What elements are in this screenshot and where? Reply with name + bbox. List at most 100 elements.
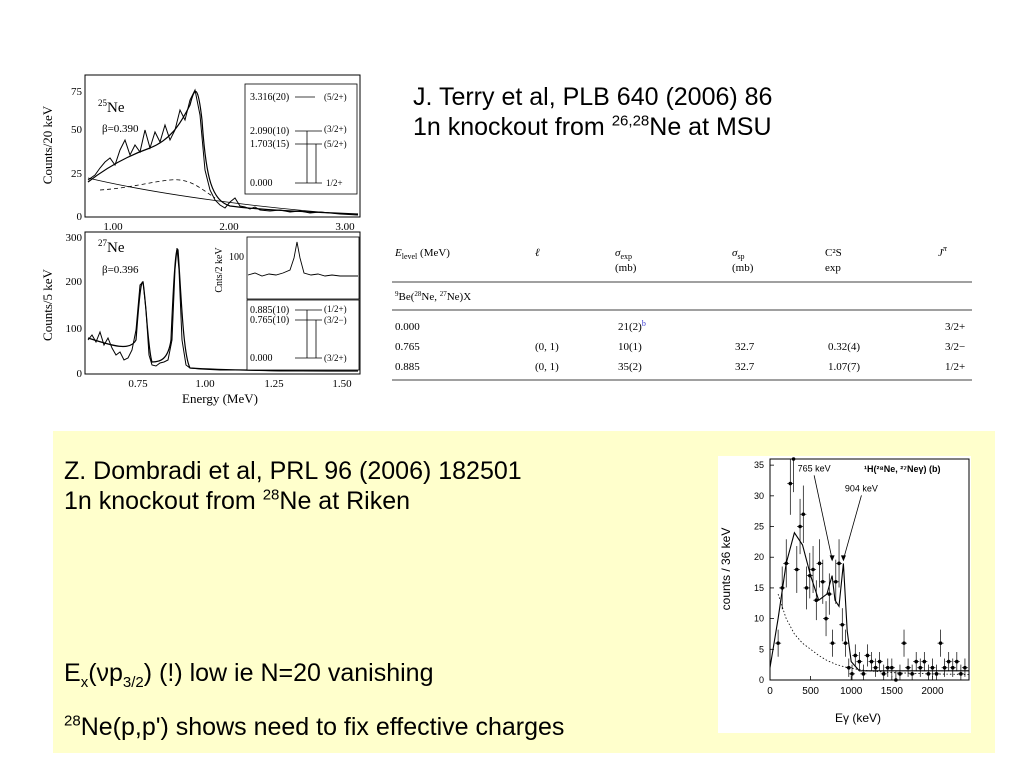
svg-text:(0, 1): (0, 1) (535, 361, 559, 373)
data-point (776, 641, 780, 645)
bottom-ytick: 200 (66, 276, 83, 288)
svg-text:32.7: 32.7 (735, 341, 755, 353)
y-tick-label: 25 (754, 522, 764, 532)
data-point (934, 672, 939, 676)
x-tick-label: 1000 (840, 686, 863, 697)
table-header-elevel: Elevel (MeV) (394, 247, 450, 261)
svg-text:10(1): 10(1) (618, 341, 642, 353)
data-point (853, 653, 858, 658)
svg-text:0.885: 0.885 (395, 361, 420, 373)
top-level-spin: (5/2+) (324, 92, 347, 102)
bottom-ylabel: Counts/5 keV (40, 268, 55, 340)
data-point (950, 665, 955, 670)
top-level-energy: 2.090(10) (250, 126, 289, 137)
bottom-ytick: 100 (66, 323, 83, 335)
table-header-c2s-unit: exp (825, 262, 841, 274)
table-header-ssp-unit: (mb) (732, 262, 754, 274)
data-point (820, 579, 825, 584)
bottom-level-spin: (1/2+) (324, 304, 347, 314)
bottom-ytick: 300 (66, 232, 83, 244)
bottom-spectrum-histogram (87, 247, 358, 372)
top-ytick: 0 (77, 211, 83, 223)
svg-text:3/2−: 3/2− (945, 341, 965, 353)
top-level-spin: (5/2+) (324, 139, 347, 149)
data-point (963, 665, 967, 670)
data-point (846, 665, 851, 670)
data-point (788, 481, 793, 486)
data-point (877, 659, 882, 664)
dombradi-note-charges: 28Ne(p,p') shows need to fix effective c… (64, 712, 565, 741)
top-ytick: 50 (71, 124, 83, 136)
data-point (857, 659, 862, 664)
chart-xlabel: Eγ (keV) (835, 711, 881, 725)
y-tick-label: 0 (759, 675, 764, 685)
table-row: 0.765 (0, 1) 10(1) 32.7 0.32(4) 3/2− (395, 341, 965, 353)
top-level-energy: 0.000 (250, 178, 273, 189)
data-point (808, 573, 812, 578)
top-background-curve (99, 179, 216, 199)
data-point (791, 457, 796, 461)
table-header-sexp-unit: (mb) (615, 262, 637, 274)
svg-text:(0, 1): (0, 1) (535, 341, 559, 353)
top-level-spin: (3/2+) (324, 124, 347, 134)
cross-section-table: Elevel (MeV) ℓ σexp (mb) σsp (mb) C²S ex… (392, 244, 972, 381)
svg-text:0.765: 0.765 (395, 341, 420, 353)
top-isotope-label: 25Ne (98, 98, 125, 116)
annotation-arrow (843, 495, 862, 560)
data-point (869, 659, 874, 664)
data-point (833, 579, 838, 584)
data-point (817, 561, 822, 566)
y-tick-label: 30 (754, 491, 764, 501)
data-point (906, 665, 910, 670)
riken-gamma-chart: ¹H(²⁸Ne, ²⁷Neγ) (b) counts / 36 keV Eγ (… (718, 456, 971, 733)
data-point (955, 659, 959, 664)
bottom-xtick: 1.25 (264, 378, 284, 390)
bottom-level-spin: (3/2−) (324, 315, 347, 325)
x-tick-label: 0 (767, 686, 773, 697)
table-header-c2s: C²S (825, 247, 842, 259)
bottom-xlabel: Energy (MeV) (182, 391, 258, 406)
data-point (865, 653, 870, 658)
data-point (837, 561, 841, 566)
data-point (898, 672, 902, 676)
data-point (830, 641, 835, 645)
bottom-level-spin: (3/2+) (324, 353, 347, 363)
y-tick-label: 35 (754, 460, 764, 470)
data-point (784, 561, 789, 566)
table-header-ssp: σsp (732, 247, 745, 261)
svg-text:0.32(4): 0.32(4) (828, 341, 860, 353)
data-point (873, 665, 878, 670)
spectra-figure: Counts/20 keV 75 50 25 0 1.00 2.00 3.00 … (40, 74, 361, 406)
bottom-level-energy: 0.885(10) (250, 305, 289, 316)
annotation-arrowhead (840, 555, 846, 562)
data-point (824, 616, 828, 621)
data-point (840, 622, 845, 627)
table-reaction-label: 9Be(28Ne, 27Ne)X (395, 290, 471, 303)
data-point (946, 659, 951, 664)
chart-ylabel: counts / 36 keV (719, 528, 733, 611)
top-level-spin: 1/2+ (326, 178, 343, 188)
top-ylabel: Counts/20 keV (40, 105, 55, 184)
data-point (918, 665, 923, 670)
terry-subtitle: 1n knockout from 26,28Ne at MSU (413, 112, 772, 141)
table-header-l: ℓ (535, 247, 540, 259)
bottom-fit-curve (87, 248, 359, 372)
data-point (890, 665, 894, 670)
bottom-xtick: 0.75 (128, 378, 148, 390)
data-point (827, 592, 832, 596)
top-xtick: 3.00 (335, 221, 355, 233)
data-point (910, 672, 914, 676)
data-point (914, 659, 919, 664)
top-ytick: 75 (71, 86, 83, 98)
data-point (894, 678, 898, 682)
bottom-xtick: 1.00 (195, 378, 215, 390)
x-tick-label: 1500 (881, 686, 904, 697)
y-tick-label: 10 (754, 614, 764, 624)
svg-text:3/2+: 3/2+ (945, 321, 965, 333)
bottom-spectrum-panel: Counts/5 keV 300 200 100 0 0.75 1.00 1.2… (40, 231, 361, 406)
chart-plot-frame (769, 458, 970, 681)
data-point (938, 641, 943, 645)
y-tick-label: 5 (759, 644, 764, 654)
top-baseline-curve (87, 177, 359, 216)
data-point (780, 586, 784, 590)
